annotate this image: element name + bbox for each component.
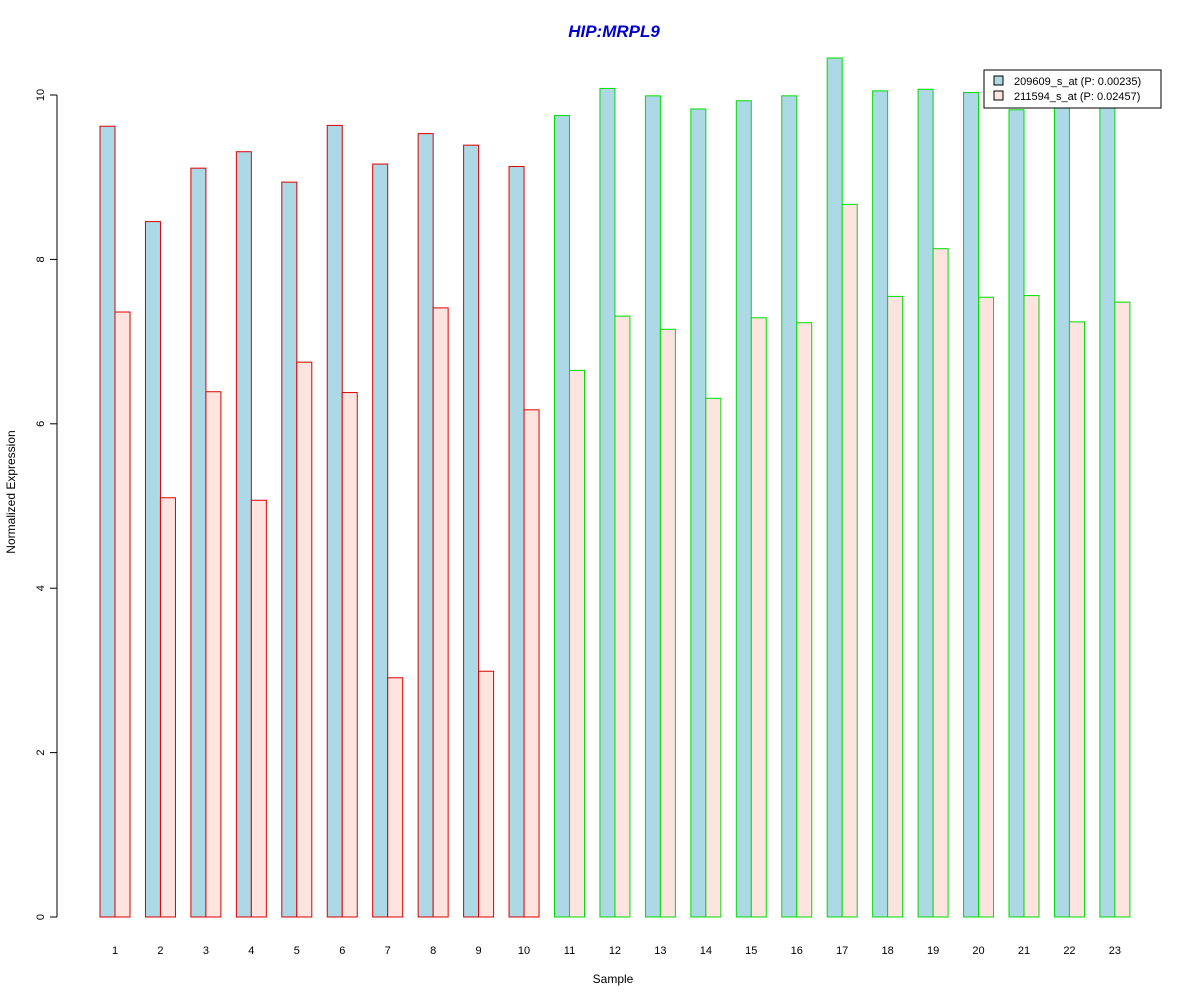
legend-swatch: [993, 75, 1004, 86]
bar-s2-sample-7: [387, 677, 404, 918]
x-tick-label: 10: [518, 945, 530, 957]
x-tick-label: 23: [1109, 945, 1121, 957]
x-tick-label: 2: [157, 945, 163, 957]
x-tick-label: 1: [112, 945, 118, 957]
x-tick-label: 14: [700, 945, 712, 957]
x-tick-label: 4: [248, 945, 254, 957]
bar-s1-sample-22: [1053, 106, 1070, 918]
bar-s2-sample-21: [1023, 295, 1040, 918]
bar-s1-sample-18: [872, 90, 889, 918]
x-tick-label: 15: [745, 945, 757, 957]
bar-s2-sample-3: [205, 391, 222, 918]
x-tick-label: 20: [972, 945, 984, 957]
bar-s2-sample-2: [159, 497, 176, 918]
bar-s2-sample-8: [432, 307, 449, 918]
bar-s2-sample-18: [887, 295, 904, 918]
bar-s2-sample-14: [705, 397, 722, 918]
bar-s2-sample-1: [114, 311, 131, 918]
legend-label: 211594_s_at (P: 0.02457): [1014, 91, 1140, 103]
x-tick-label: 22: [1063, 945, 1075, 957]
x-tick-label: 5: [294, 945, 300, 957]
bar-s1-sample-16: [781, 95, 798, 918]
bar-s2-sample-12: [614, 315, 631, 918]
bar-s1-sample-8: [417, 133, 434, 918]
bar-s2-sample-5: [296, 361, 313, 918]
x-tick-label: 8: [430, 945, 436, 957]
bars-group: [99, 57, 1131, 918]
bar-s2-sample-19: [932, 248, 949, 918]
bar-s2-sample-4: [250, 499, 267, 918]
bar-s1-sample-17: [826, 57, 843, 918]
bar-s1-sample-19: [917, 88, 934, 918]
bar-s1-sample-12: [599, 87, 616, 918]
y-tick-label: 6: [35, 421, 47, 427]
bar-s1-sample-3: [190, 167, 207, 918]
bar-s1-sample-21: [1008, 109, 1025, 918]
bar-s1-sample-5: [281, 181, 298, 918]
bar-s1-sample-20: [963, 92, 980, 918]
x-axis-label: Sample: [593, 972, 634, 986]
bar-s1-sample-23: [1099, 106, 1116, 918]
bar-s1-sample-7: [372, 163, 389, 918]
bar-s2-sample-22: [1068, 321, 1085, 918]
x-tick-label: 21: [1018, 945, 1030, 957]
bar-s1-sample-15: [735, 100, 752, 918]
bar-s2-sample-15: [750, 317, 767, 918]
x-tick-label: 12: [609, 945, 621, 957]
bar-s2-sample-9: [478, 670, 495, 918]
x-tick-label: 16: [791, 945, 803, 957]
bar-s1-sample-14: [690, 108, 707, 918]
y-tick-label: 0: [35, 914, 47, 920]
legend-label: 209609_s_at (P: 0.00235): [1014, 76, 1141, 88]
y-tick-label: 2: [35, 750, 47, 756]
bar-s1-sample-4: [235, 151, 252, 918]
bar-s1-sample-9: [463, 144, 480, 918]
y-tick-label: 8: [35, 256, 47, 262]
bar-s2-sample-10: [523, 409, 540, 918]
y-tick-label: 4: [35, 585, 47, 591]
bar-s1-sample-6: [326, 124, 343, 918]
bar-s2-sample-16: [796, 322, 813, 918]
bar-s2-sample-20: [978, 296, 995, 918]
bar-s2-sample-13: [659, 328, 676, 918]
x-tick-label: 11: [564, 945, 575, 957]
bar-s1-sample-11: [554, 115, 570, 918]
x-tick-label: 18: [882, 945, 894, 957]
bar-s1-sample-1: [99, 125, 116, 918]
x-tick-label: 6: [339, 945, 345, 957]
x-tick-label: 7: [385, 945, 391, 957]
x-tick-label: 13: [654, 945, 666, 957]
y-tick-label: 10: [35, 89, 47, 101]
x-tick-label: 17: [836, 945, 848, 957]
bar-s2-sample-23: [1114, 301, 1131, 918]
bar-s1-sample-13: [644, 95, 661, 918]
legend: 209609_s_at (P: 0.00235) 211594_s_at (P: …: [983, 69, 1162, 109]
y-axis: 0 2 4 6 8 10: [35, 89, 58, 920]
chart-title: HIP:MRPL9: [568, 22, 660, 41]
bar-s1-sample-2: [144, 221, 161, 918]
bar-s2-sample-11: [569, 369, 585, 918]
x-tick-label: 3: [203, 945, 209, 957]
bar-s2-sample-6: [341, 392, 358, 918]
x-tick-label: 19: [927, 945, 939, 957]
x-tick-label: 9: [476, 945, 482, 957]
legend-box: [983, 69, 1162, 109]
bar-s1-sample-10: [508, 166, 525, 918]
legend-swatch: [993, 90, 1004, 101]
bar-s2-sample-17: [841, 203, 858, 918]
x-tick-labels: 1 2 3 4 5 6 7 8 9 10 11 12 13 14 15 16 17 18 19 20 21 22 23: [112, 945, 1121, 957]
y-axis-label: Normalized Expression: [4, 430, 18, 553]
